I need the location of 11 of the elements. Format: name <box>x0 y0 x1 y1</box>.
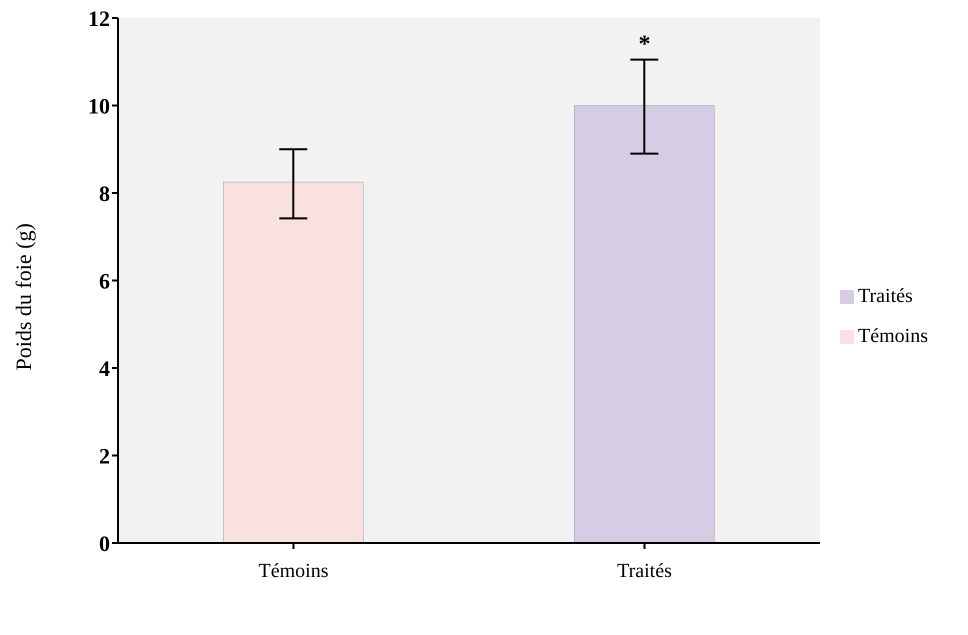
y-tick-label: 12 <box>88 6 110 31</box>
y-tick-label: 0 <box>99 530 110 556</box>
y-tick-label: 2 <box>99 443 110 468</box>
annotation: * <box>638 32 650 58</box>
y-tick-label: 8 <box>99 180 110 206</box>
y-tick-label: 10 <box>88 93 110 118</box>
y-axis-title: Poids du foie (g) <box>10 223 36 370</box>
y-tick-label: 6 <box>99 268 110 294</box>
legend-label: Témoins <box>858 324 928 346</box>
legend-label: Traités <box>858 284 913 306</box>
y-tick-label: 4 <box>99 356 110 381</box>
